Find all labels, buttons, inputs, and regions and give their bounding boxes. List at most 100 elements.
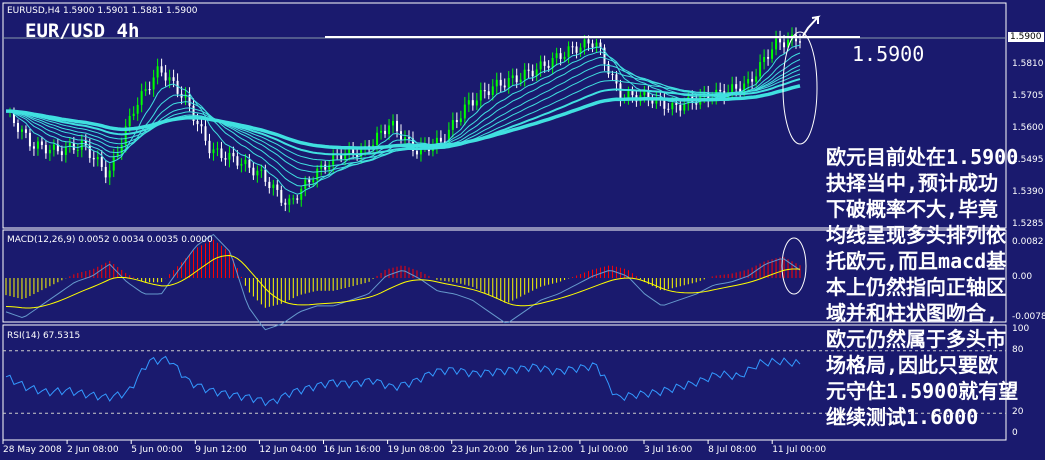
candle-body: [463, 104, 466, 119]
candle-body: [204, 126, 207, 141]
price-axis-label: 1.5810: [1012, 59, 1044, 70]
rsi-axis-label: 80: [1012, 344, 1024, 355]
candle-body: [631, 90, 634, 96]
moving-average-line: [5, 73, 801, 161]
candle-body: [759, 62, 762, 77]
macd-axis-label: 0.00: [1012, 272, 1033, 282]
candle-body: [396, 120, 399, 132]
candle-body: [120, 144, 123, 154]
candle-body: [683, 103, 686, 111]
candle-body: [52, 144, 55, 150]
candle-body: [555, 53, 558, 58]
candle-body: [483, 90, 486, 92]
candle-body: [184, 94, 187, 98]
candle-body: [599, 42, 602, 48]
candle-body: [611, 74, 614, 76]
candle-body: [312, 180, 315, 183]
candle-body: [112, 156, 115, 171]
candle-body: [455, 120, 458, 123]
current-price-tag: 1.5900: [1008, 32, 1044, 42]
candle-body: [467, 100, 470, 105]
candle-body: [348, 147, 351, 154]
candle-body: [208, 140, 211, 154]
candle-body: [328, 164, 331, 170]
candle-body: [40, 141, 43, 145]
candle-body: [739, 88, 742, 93]
candle-body: [64, 146, 67, 156]
candle-body: [272, 184, 275, 189]
candle-body: [144, 89, 147, 92]
candle-body: [783, 42, 786, 48]
candle-body: [44, 144, 47, 154]
candle-body: [499, 79, 502, 86]
candle-body: [380, 130, 383, 133]
candle-body: [160, 66, 163, 73]
candle-body: [519, 79, 522, 83]
candle-body: [515, 75, 518, 83]
candle-body: [447, 129, 450, 143]
candle-body: [96, 157, 99, 160]
candle-body: [232, 152, 235, 157]
candle-body: [743, 83, 746, 93]
macd-axis-label: -0.0078: [1012, 312, 1045, 322]
candle-body: [12, 110, 15, 123]
candle-body: [276, 184, 279, 190]
candle-body: [392, 120, 395, 126]
candle-body: [116, 153, 119, 157]
candle-body: [256, 170, 259, 176]
candle-body: [643, 90, 646, 96]
candle-body: [551, 57, 554, 68]
candle-body: [755, 76, 758, 82]
candle-body: [360, 148, 363, 157]
candle-body: [176, 80, 179, 94]
candle-body: [128, 115, 131, 127]
macd-label: MACD(12,26,9) 0.0052 0.0034 0.0035 0.000…: [7, 235, 213, 245]
candle-body: [403, 137, 406, 141]
candle-body: [679, 104, 682, 111]
candle-body: [352, 147, 355, 154]
candle-body: [68, 142, 71, 147]
candle-body: [324, 164, 327, 170]
candle-body: [647, 90, 650, 99]
rsi-label: RSI(14) 67.5315: [7, 331, 81, 341]
candle-body: [172, 77, 175, 81]
candle-body: [799, 41, 801, 43]
highlight-ellipse: [782, 31, 818, 145]
candle-body: [16, 122, 19, 132]
annotation-line: 托欧元,而且macd基: [826, 249, 1007, 273]
price-axis-label: 1.5495: [1012, 155, 1044, 166]
candle-body: [547, 65, 550, 68]
candle-body: [76, 149, 79, 151]
candle-body: [292, 198, 295, 200]
candle-body: [104, 166, 107, 178]
candle-body: [228, 152, 231, 160]
candle-body: [88, 145, 91, 158]
candle-body: [507, 78, 510, 88]
candle-body: [240, 164, 243, 166]
candle-body: [332, 153, 335, 165]
candle-body: [28, 132, 31, 147]
candle-body: [100, 157, 103, 167]
candle-body: [244, 159, 247, 165]
annotation-line: 域并和柱状图吻合,: [826, 301, 999, 325]
candle-body: [400, 131, 403, 141]
candle-body: [152, 77, 155, 90]
candle-body: [48, 149, 51, 154]
macd-signal-line: [5, 255, 801, 309]
candle-body: [619, 83, 622, 101]
candle-body: [511, 75, 514, 79]
candle-body: [212, 149, 215, 154]
level-label: 1.5900: [852, 42, 925, 66]
time-axis-label: 28 May 2008: [3, 445, 62, 455]
macd-line: [5, 233, 801, 331]
time-axis-label: 2 Jun 08:00: [67, 445, 119, 455]
annotation-line: 本上仍然指向正轴区: [826, 275, 1006, 299]
candle-body: [196, 120, 199, 125]
candle-body: [459, 118, 462, 123]
rsi-axis-label: 100: [1012, 324, 1030, 334]
candle-body: [535, 69, 538, 77]
candle-body: [443, 141, 446, 143]
price-axis-label: 1.5390: [1012, 187, 1044, 198]
candle-body: [280, 189, 283, 203]
